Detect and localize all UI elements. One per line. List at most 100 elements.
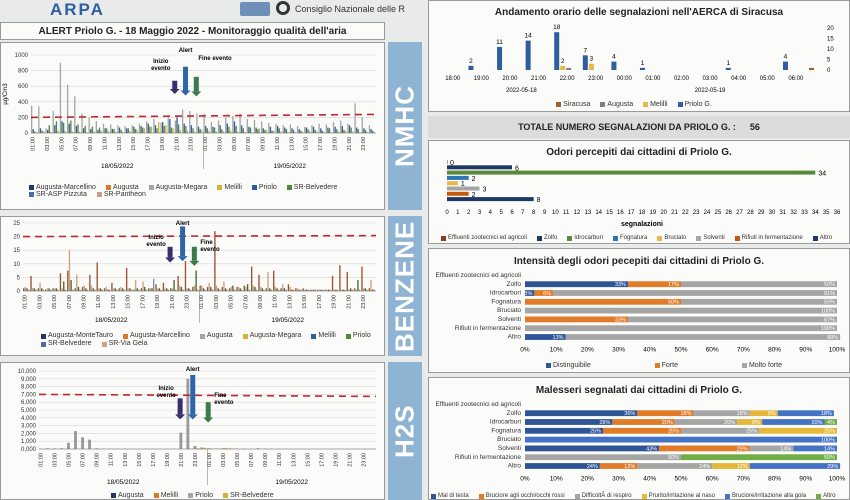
date-label: 18/05/2022 <box>95 317 128 324</box>
bar-priolo <box>183 123 185 133</box>
bar-sr-belvedere <box>101 289 103 291</box>
x-tick-label: 01:00 <box>31 137 37 151</box>
arrow-end-icon <box>205 402 211 418</box>
nmhc-panel: 0 200 400 600 800 1000 µg/Cm3 01:00 03:00 05:00 07… <box>0 42 385 210</box>
annotation-start: evento <box>146 242 166 248</box>
x-tick-label: 07:00 <box>249 453 255 467</box>
x-tick-label: 01:00 <box>645 76 661 82</box>
bar-augusta-megara <box>31 105 33 133</box>
x-tick-label: 04:00 <box>731 76 747 82</box>
x-tick-label: 40% <box>643 346 656 353</box>
bar-priolo <box>48 288 50 291</box>
bar-priolo <box>291 128 293 133</box>
category-label: Solventi <box>498 316 521 323</box>
legend-item-melilli: Melilli <box>217 184 242 191</box>
intensita-title: Intensità degli odori pecepiti dai citta… <box>513 256 765 267</box>
bar-melilli <box>71 131 74 133</box>
segment-label: 29% <box>737 446 748 452</box>
bar-melilli <box>114 131 117 133</box>
x-tick-label: 23 <box>693 210 700 216</box>
x-tick-label: 90% <box>799 475 812 482</box>
y-tick-label: 5 <box>17 275 21 281</box>
bar-augusta-megara <box>45 128 47 133</box>
bar-sr-via-gela <box>223 281 225 291</box>
legend-item-solventi: Solventi <box>696 235 725 241</box>
x-tick-label: 6 <box>510 210 514 216</box>
x-tick-label: 03:00 <box>45 137 51 151</box>
bar-augusta-megara <box>332 122 335 133</box>
bar-sr-belvedere <box>321 130 324 133</box>
legend-label: Altro <box>823 493 836 499</box>
annotation-end: Fine evento <box>198 56 232 62</box>
bar-augusta-marcellino <box>236 286 238 291</box>
bar-priolo <box>356 127 358 133</box>
bar-sr-via-gela <box>311 289 313 291</box>
bar-priolo <box>320 128 322 133</box>
segment-difficolt-di-respiro <box>637 463 713 469</box>
bar-sr-via-gela <box>230 286 232 291</box>
segment-label: 36% <box>624 411 635 417</box>
bar-sr-belvedere <box>130 289 133 291</box>
segment-label: 9% <box>768 411 776 417</box>
bar-sr-belvedere <box>228 126 230 133</box>
bar-sr-belvedere <box>285 129 288 133</box>
x-tick-label: 18:00 <box>445 76 461 82</box>
x-tick-label: 11:00 <box>109 453 115 466</box>
x-tick-label: 15:00 <box>304 137 310 151</box>
segment-prurito-irritazione-al-naso <box>749 410 778 417</box>
arrowhead-icon <box>180 90 191 96</box>
segment-prurito-irritazione-al-naso <box>737 419 763 425</box>
bar-melilli <box>258 128 260 133</box>
x-tick-label: 60% <box>706 475 719 482</box>
x-tick-label: 11:00 <box>96 295 102 308</box>
segment-bruciore-irritazione-alla-gola <box>762 419 825 425</box>
bar-sr-via-gela <box>127 288 129 291</box>
arrowhead-icon <box>203 417 214 423</box>
bar-augusta-marcellino <box>177 276 179 291</box>
bar-priolo <box>357 280 359 291</box>
x-tick-label: 0% <box>520 475 530 482</box>
legend-label: Augusta-Marcellino <box>129 332 190 339</box>
x-tick-label: 25 <box>714 210 721 216</box>
x-tick-label: 01:00 <box>39 453 45 467</box>
bar-sr-via-gela <box>296 288 299 291</box>
bar-priolo <box>46 129 49 133</box>
x-tick-label: 09:00 <box>82 295 88 309</box>
x-tick-label: 05:00 <box>760 76 776 82</box>
x-tick-label: 21:00 <box>346 295 352 309</box>
bar-augusta-megara <box>189 111 191 133</box>
arrowhead-icon <box>187 414 198 420</box>
legend-swatch <box>29 192 34 197</box>
bar-augusta-marcellino <box>331 276 334 291</box>
x-tick-label: 28 <box>747 210 754 216</box>
malesseri-panel: Malesseri segnalati dai cittadini di Pri… <box>428 377 850 500</box>
bar-sr-belvedere <box>292 289 295 291</box>
legend-item-siracusa: Siracusa <box>556 101 590 108</box>
bar-sr-belvedere <box>170 127 173 133</box>
legend-item-sr-via-gela: SR-Via Gela <box>101 340 147 348</box>
data-label: 6 <box>515 165 519 172</box>
x-axis-label: segnalazioni <box>621 221 663 228</box>
x-tick-label: 07:00 <box>243 295 249 309</box>
x-tick-label: 10% <box>550 346 563 353</box>
total-reports-label: TOTALE NUMERO SEGNALAZIONI DA PRIOLO G. … <box>518 122 736 132</box>
bar-priolo <box>75 125 78 133</box>
x-tick-label: 23:00 <box>361 295 367 309</box>
bar-sr-belvedere <box>145 289 147 291</box>
x-tick-label: 15:00 <box>131 137 137 151</box>
x-tick-label: 20 <box>660 210 667 216</box>
x-tick-label: 21:00 <box>347 453 353 467</box>
bar-sr-belvedere <box>177 124 180 133</box>
bar-melilli <box>100 130 102 133</box>
x-tick-label: 70% <box>737 346 750 353</box>
bar-sr-belvedere <box>163 125 165 133</box>
x-tick-label: 03:00 <box>53 453 59 467</box>
bar-sr-belvedere <box>113 129 115 133</box>
x-tick-label: 19 <box>649 210 656 216</box>
bar-augusta-marcellino <box>287 284 290 291</box>
bar-priolo <box>118 127 121 133</box>
bar-augusta-marcellino <box>155 284 157 291</box>
hourly-title: Andamento orario delle segnalazioni nell… <box>494 7 784 18</box>
data-label: 18 <box>553 24 561 31</box>
